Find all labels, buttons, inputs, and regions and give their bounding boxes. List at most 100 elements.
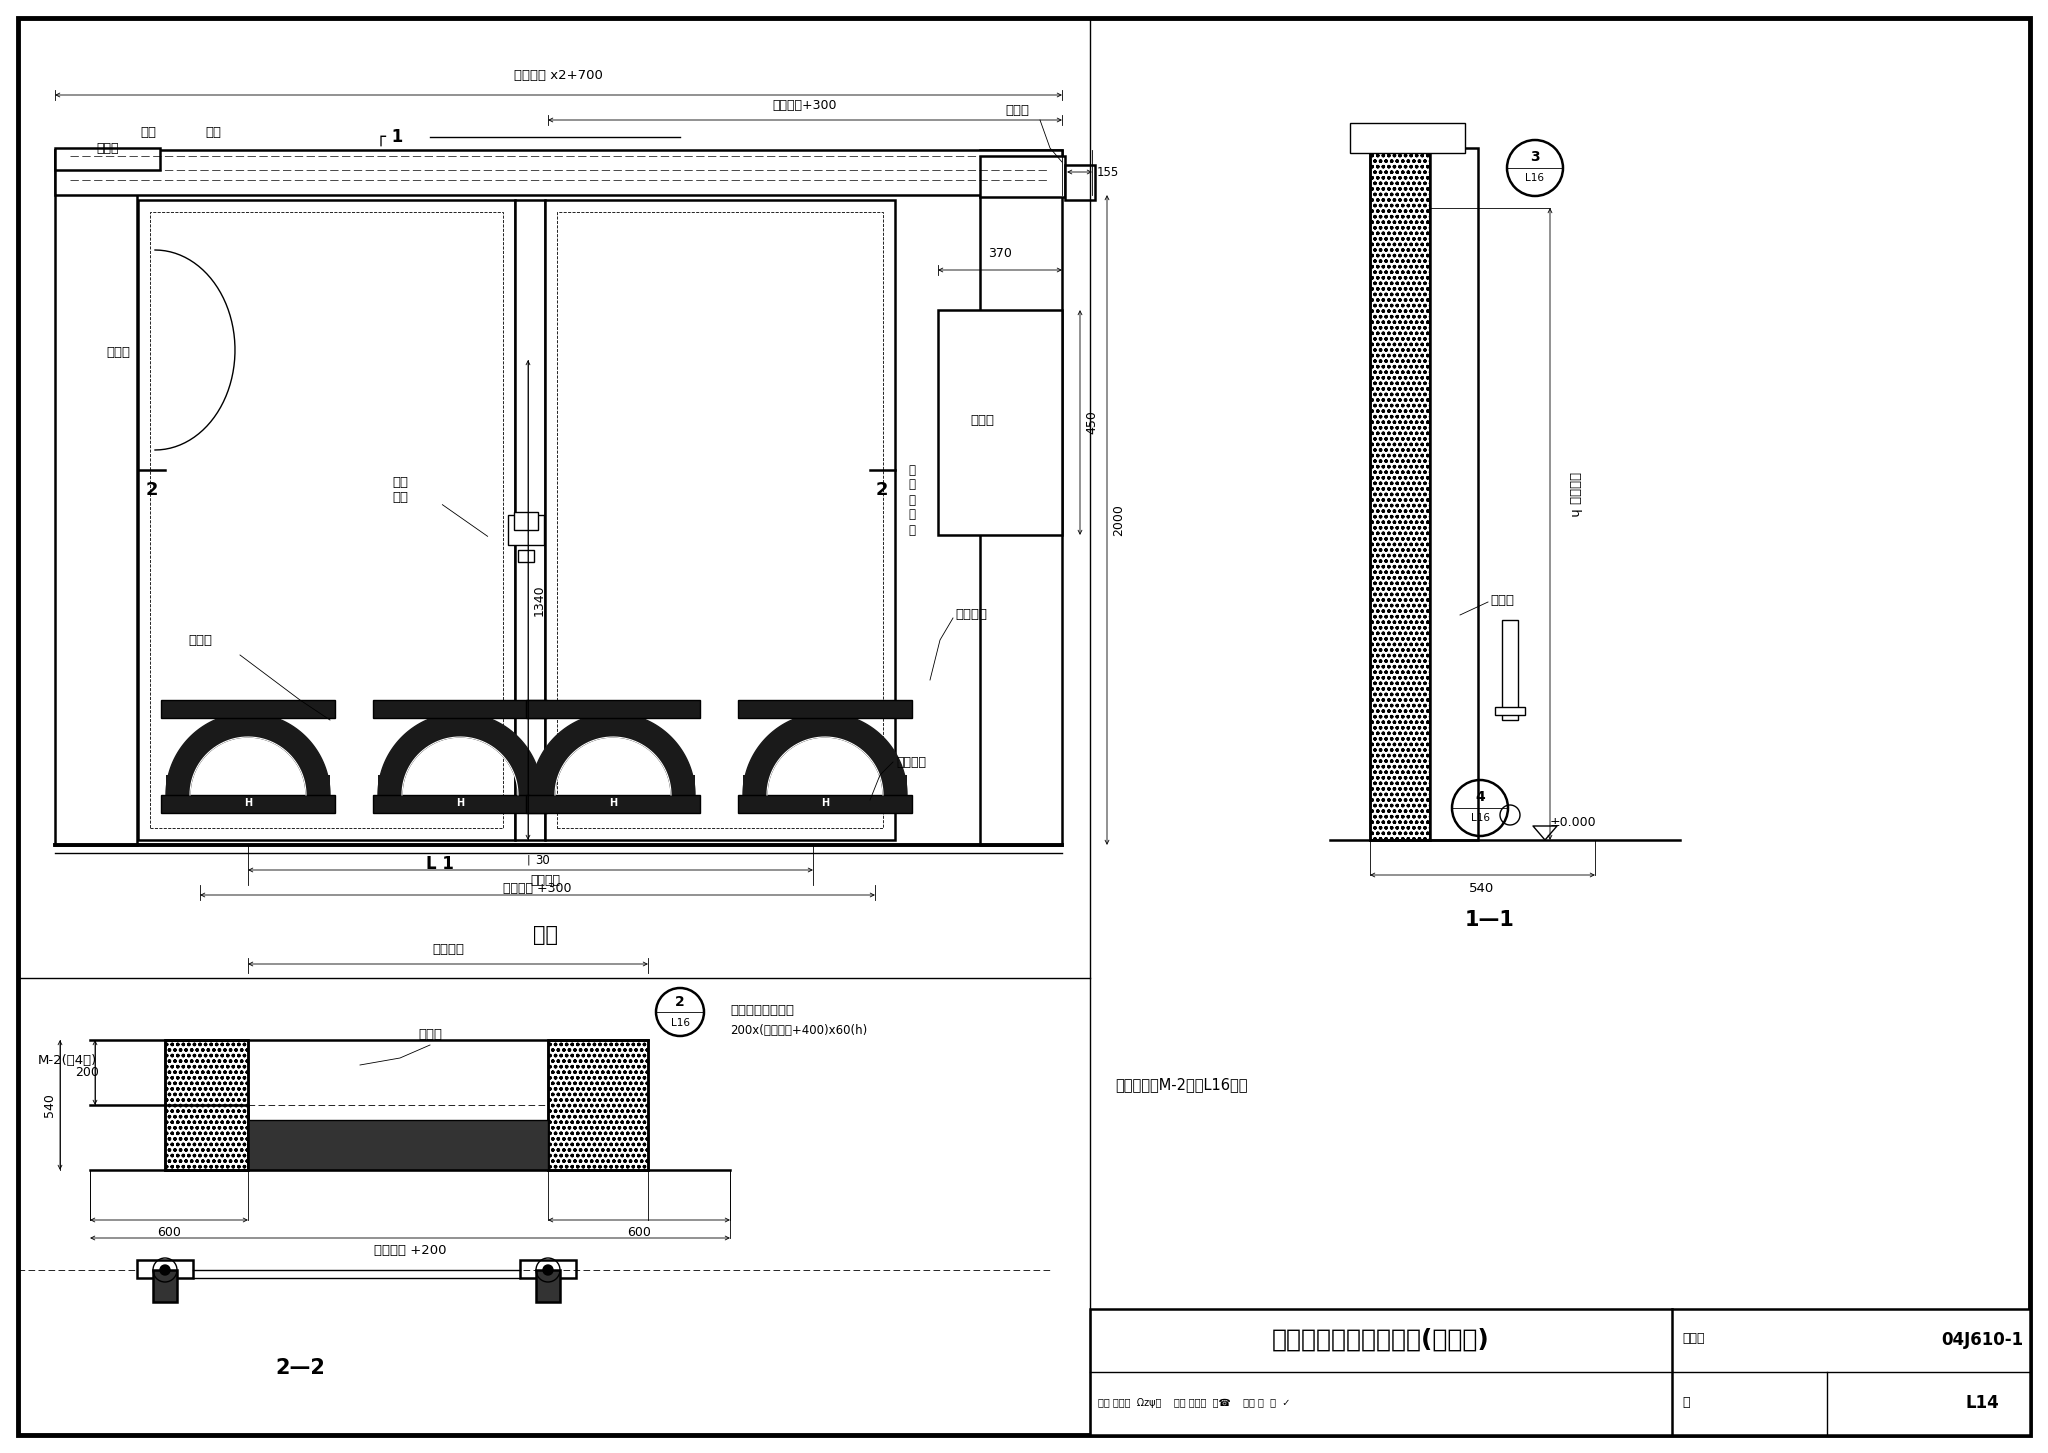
Bar — [514, 511, 539, 530]
Bar — [1370, 148, 1430, 840]
Bar — [248, 1120, 549, 1170]
Bar — [549, 1040, 647, 1170]
Bar — [518, 551, 535, 562]
Text: 200: 200 — [76, 1065, 98, 1078]
Bar — [1350, 124, 1464, 153]
Circle shape — [160, 1266, 170, 1274]
Bar — [166, 1040, 248, 1170]
Bar — [166, 1040, 248, 1170]
Text: 门洞净宽: 门洞净宽 — [530, 873, 559, 886]
Bar — [166, 774, 190, 801]
Text: ±0.000: ±0.000 — [1550, 815, 1597, 828]
Text: 门洞净宽 +300: 门洞净宽 +300 — [502, 882, 571, 895]
Text: H: H — [457, 798, 465, 808]
Text: 支承板: 支承板 — [96, 141, 119, 154]
Bar — [379, 774, 401, 801]
Text: 门洞净高 h: 门洞净高 h — [1569, 472, 1581, 516]
Text: 页: 页 — [1681, 1396, 1690, 1409]
Text: 双扇电动推拉冷藏库门(装配库): 双扇电动推拉冷藏库门(装配库) — [1272, 1328, 1489, 1351]
Bar — [162, 795, 336, 814]
Bar — [55, 150, 137, 846]
Text: 地坪电加热预留槽: 地坪电加热预留槽 — [729, 1004, 795, 1017]
Text: H: H — [244, 798, 252, 808]
Text: 成品门: 成品门 — [418, 1029, 442, 1042]
Text: 门洞净宽 +200: 门洞净宽 +200 — [373, 1244, 446, 1257]
Bar — [248, 1120, 549, 1170]
Text: 2000: 2000 — [1112, 504, 1124, 536]
Text: 门锁
装置: 门锁 装置 — [391, 477, 408, 504]
Bar — [518, 774, 543, 801]
Bar — [530, 774, 555, 801]
Text: 540: 540 — [1468, 882, 1495, 895]
Text: 2—2: 2—2 — [274, 1359, 326, 1377]
Text: 1340: 1340 — [532, 584, 547, 616]
Polygon shape — [166, 713, 330, 795]
Bar — [1370, 148, 1430, 840]
Text: 2: 2 — [877, 481, 889, 498]
Text: 600: 600 — [627, 1225, 651, 1238]
Text: 3: 3 — [1530, 150, 1540, 164]
Bar — [737, 700, 911, 718]
Polygon shape — [743, 713, 907, 795]
Text: 370: 370 — [987, 247, 1012, 260]
Bar — [743, 774, 768, 801]
Bar — [162, 700, 336, 718]
Bar — [883, 774, 907, 801]
Bar — [137, 1260, 193, 1279]
Bar — [137, 201, 514, 840]
Bar — [549, 1040, 647, 1170]
Text: 轨道: 轨道 — [139, 125, 156, 138]
Bar — [514, 201, 545, 840]
Bar — [526, 795, 700, 814]
Text: 04J610-1: 04J610-1 — [1942, 1331, 2023, 1348]
Text: 450: 450 — [1085, 410, 1098, 434]
Text: 槽钢立柱: 槽钢立柱 — [897, 756, 926, 769]
Polygon shape — [379, 713, 543, 795]
Text: 接线盒: 接线盒 — [1006, 103, 1028, 116]
Bar — [557, 212, 883, 828]
Bar — [373, 700, 547, 718]
Text: 200x(门洞净宽+400)x60(h): 200x(门洞净宽+400)x60(h) — [729, 1023, 866, 1036]
Text: 2: 2 — [145, 481, 158, 498]
Text: 600: 600 — [158, 1225, 180, 1238]
Bar — [1501, 620, 1518, 721]
Text: 电暖箱: 电暖箱 — [971, 414, 993, 427]
Text: H: H — [608, 798, 616, 808]
Text: 155: 155 — [1098, 166, 1120, 179]
Bar — [526, 700, 700, 718]
Text: 轨道: 轨道 — [205, 125, 221, 138]
Bar — [520, 1260, 575, 1279]
Text: ┌ 1: ┌ 1 — [377, 128, 403, 145]
Bar — [305, 774, 330, 801]
Bar — [55, 150, 1063, 195]
Text: 1—1: 1—1 — [1464, 910, 1516, 930]
Bar — [1495, 708, 1526, 715]
Text: 成品门: 成品门 — [1491, 593, 1513, 606]
Circle shape — [543, 1266, 553, 1274]
Text: M-2(共4块): M-2(共4块) — [39, 1053, 96, 1067]
Text: 防护栏杆: 防护栏杆 — [954, 609, 987, 622]
Text: 立面: 立面 — [532, 926, 557, 944]
Text: 2: 2 — [676, 995, 684, 1008]
Bar — [545, 201, 895, 840]
Bar — [1090, 1309, 2030, 1436]
Bar — [1430, 148, 1479, 840]
Text: 接线盒: 接线盒 — [106, 346, 129, 359]
Bar — [938, 309, 1063, 535]
Bar — [981, 155, 1065, 198]
Text: 门
弓
闭
门
器: 门 弓 闭 门 器 — [909, 464, 915, 536]
Text: 30: 30 — [535, 853, 549, 866]
Text: H: H — [821, 798, 829, 808]
Text: L16: L16 — [1526, 173, 1544, 183]
Text: 注：预埋件M-2详见L16页。: 注：预埋件M-2详见L16页。 — [1114, 1078, 1247, 1093]
Polygon shape — [530, 713, 694, 795]
Text: L 1: L 1 — [426, 854, 455, 873]
Bar — [154, 1270, 176, 1302]
Text: |: | — [526, 854, 530, 865]
Bar — [508, 514, 545, 545]
Bar — [672, 774, 694, 801]
Text: 门洞净宽 x2+700: 门洞净宽 x2+700 — [514, 68, 602, 81]
Text: L16: L16 — [670, 1019, 690, 1029]
Bar — [737, 795, 911, 814]
Text: 540: 540 — [43, 1093, 57, 1117]
